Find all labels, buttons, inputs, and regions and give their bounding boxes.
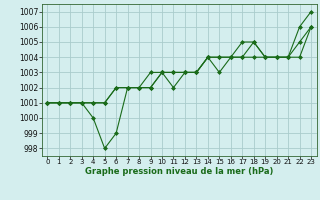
X-axis label: Graphe pression niveau de la mer (hPa): Graphe pression niveau de la mer (hPa) bbox=[85, 167, 273, 176]
